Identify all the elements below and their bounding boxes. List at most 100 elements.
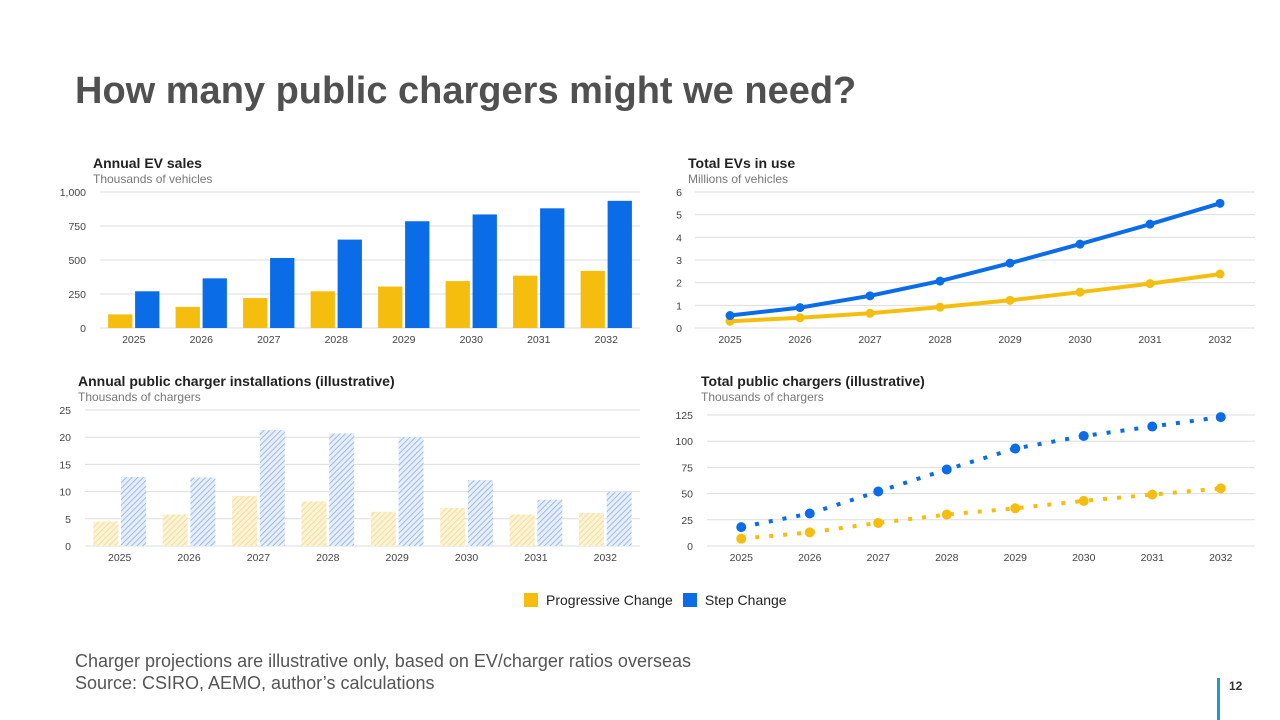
bar-step (259, 430, 285, 546)
x-tick-label: 2027 (858, 334, 882, 346)
chart-subtitle: Thousands of chargers (78, 390, 201, 404)
bar-progressive (370, 511, 396, 546)
bar-progressive (378, 286, 403, 328)
point-progressive (1147, 489, 1158, 500)
y-tick-label: 15 (59, 459, 71, 471)
source-text: Source: CSIRO, AEMO, author’s calculatio… (75, 673, 435, 693)
y-tick-label: 0 (65, 541, 71, 553)
y-tick-label: 75 (681, 462, 693, 474)
bar-progressive (108, 314, 133, 328)
x-tick-label: 2025 (108, 552, 132, 564)
x-tick-label: 2031 (524, 552, 548, 564)
legend-swatch-step (682, 593, 697, 607)
x-tick-label: 2030 (455, 552, 479, 564)
bar-progressive (578, 512, 604, 546)
bar-progressive (232, 495, 258, 546)
chart-title: Annual EV sales (93, 155, 202, 171)
footnote-text: Charger projections are illustrative onl… (75, 651, 691, 671)
x-tick-label: 2029 (386, 552, 410, 564)
point-step (1145, 219, 1155, 229)
x-tick-label: 2028 (316, 552, 340, 564)
bar-step (190, 477, 216, 546)
series-line-progressive (741, 486, 1221, 541)
legend-swatch-progressive (524, 593, 538, 607)
point-progressive (873, 517, 884, 528)
x-tick-label: 2027 (867, 552, 891, 564)
point-step (1215, 412, 1226, 423)
y-tick-label: 25 (59, 405, 71, 417)
point-step (1078, 430, 1089, 441)
x-tick-label: 2025 (122, 334, 146, 346)
bar-step (121, 476, 147, 546)
bar-progressive (243, 298, 268, 328)
bar-step (337, 239, 362, 328)
point-step (725, 311, 735, 321)
y-tick-label: 50 (681, 489, 693, 501)
bar-step (202, 278, 227, 328)
point-step (1010, 443, 1021, 454)
bar-step (472, 214, 497, 328)
point-progressive (795, 313, 805, 323)
x-tick-label: 2032 (1209, 552, 1233, 564)
legend: Progressive Change Step Change (524, 592, 797, 608)
x-tick-label: 2027 (257, 334, 281, 346)
x-tick-label: 2028 (325, 334, 349, 346)
bar-step (135, 291, 160, 328)
point-step (935, 276, 945, 286)
y-tick-label: 4 (676, 232, 682, 244)
x-tick-label: 2032 (594, 552, 618, 564)
bar-progressive (301, 501, 327, 546)
series-line-progressive (729, 272, 1221, 324)
bar-step (270, 257, 295, 328)
chart-title: Annual public charger installations (ill… (78, 373, 395, 389)
y-tick-label: 500 (68, 255, 86, 267)
x-tick-label: 2031 (1138, 334, 1162, 346)
x-tick-label: 2030 (1068, 334, 1092, 346)
y-tick-label: 100 (675, 436, 693, 448)
point-progressive (1215, 483, 1226, 494)
legend-label: Progressive Change (546, 592, 673, 608)
point-step (865, 291, 875, 301)
page-number-bar (1217, 678, 1220, 720)
x-tick-label: 2029 (1004, 552, 1028, 564)
chart-annual-charger-installations: Annual public charger installations (ill… (59, 373, 640, 564)
bar-step (606, 492, 632, 546)
y-tick-label: 2 (676, 278, 682, 290)
bar-progressive (509, 514, 535, 546)
point-progressive (1145, 279, 1155, 289)
legend-label: Step Change (704, 592, 787, 608)
y-tick-label: 1,000 (60, 187, 86, 199)
point-step (1215, 198, 1225, 208)
chart-subtitle: Thousands of vehicles (93, 172, 212, 186)
point-step (1075, 239, 1085, 249)
y-tick-label: 0 (687, 541, 693, 553)
y-tick-label: 250 (68, 289, 86, 301)
point-progressive (1215, 269, 1225, 279)
bar-progressive (175, 306, 200, 328)
chart-subtitle: Millions of vehicles (688, 172, 788, 186)
x-tick-label: 2026 (788, 334, 812, 346)
chart-annual-ev-sales: Annual EV sales Thousands of vehicles 0 2… (60, 155, 640, 346)
point-progressive (1075, 287, 1085, 297)
chart-total-public-chargers: Total public chargers (illustrative) Tho… (675, 373, 1255, 564)
point-progressive (941, 509, 952, 520)
bar-progressive (310, 291, 335, 328)
point-progressive (736, 533, 747, 544)
y-tick-label: 10 (59, 487, 71, 499)
point-step (795, 303, 805, 313)
y-tick-label: 6 (676, 187, 682, 199)
bar-step (329, 433, 355, 546)
y-tick-label: 1 (676, 300, 682, 312)
point-step (1005, 258, 1015, 268)
x-tick-label: 2032 (1208, 334, 1232, 346)
y-tick-label: 750 (68, 221, 86, 233)
x-tick-label: 2028 (935, 552, 959, 564)
point-progressive (1078, 495, 1089, 506)
x-tick-label: 2028 (928, 334, 952, 346)
point-progressive (804, 527, 815, 538)
x-tick-label: 2032 (595, 334, 619, 346)
point-step (736, 522, 747, 533)
chart-title: Total public chargers (illustrative) (701, 373, 925, 389)
x-tick-label: 2026 (190, 334, 214, 346)
x-tick-label: 2026 (177, 552, 201, 564)
